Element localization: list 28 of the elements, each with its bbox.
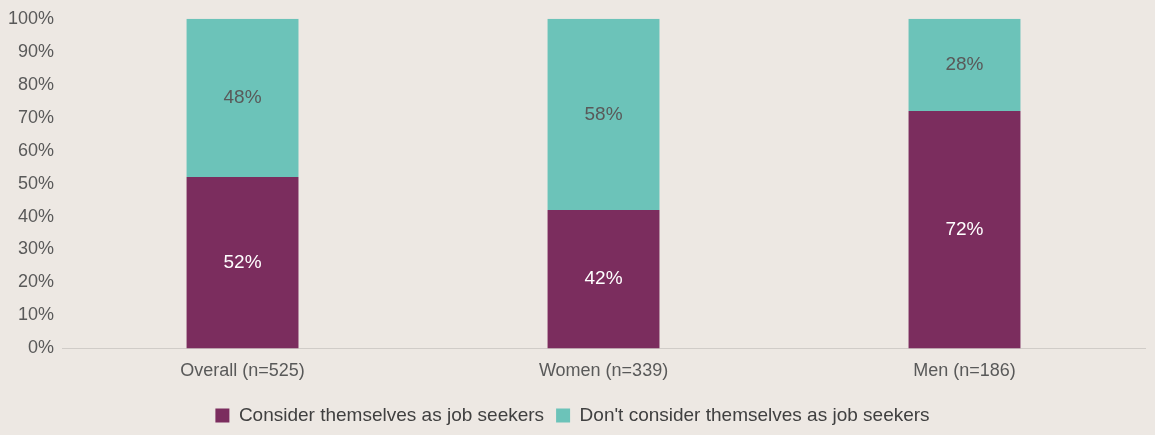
- x-tick-label: Women (n=339): [538, 360, 669, 381]
- legend-label: Don't consider themselves as job seekers: [579, 403, 930, 425]
- y-tick-label: 30%: [18, 238, 55, 259]
- bar: [908, 18, 1021, 112]
- bar: [547, 209, 660, 349]
- y-tick-label: 40%: [18, 205, 55, 226]
- data-label: 42%: [584, 267, 623, 289]
- x-tick-label: Overall (n=525): [180, 360, 305, 381]
- y-tick-label: 10%: [18, 304, 55, 325]
- y-tick-label: 50%: [18, 172, 55, 193]
- data-label: 72%: [945, 217, 984, 239]
- bar: [547, 18, 660, 210]
- y-tick-label: 20%: [18, 271, 55, 292]
- bar: [186, 177, 299, 349]
- data-label: 52%: [223, 250, 262, 272]
- y-tick-label: 90%: [18, 40, 55, 61]
- data-label: 28%: [945, 53, 984, 75]
- bar: [186, 18, 299, 178]
- y-tick-label: 70%: [18, 106, 55, 127]
- bar: [908, 111, 1021, 349]
- y-tick-label: 80%: [18, 73, 55, 94]
- legend-label: Consider themselves as job seekers: [238, 403, 545, 425]
- y-tick-label: 100%: [7, 7, 55, 28]
- y-tick-label: 60%: [18, 139, 55, 160]
- data-label: 58%: [584, 102, 623, 124]
- data-label: 48%: [223, 86, 262, 108]
- y-tick-label: 0%: [28, 337, 55, 358]
- x-tick-label: Men (n=186): [913, 360, 1016, 381]
